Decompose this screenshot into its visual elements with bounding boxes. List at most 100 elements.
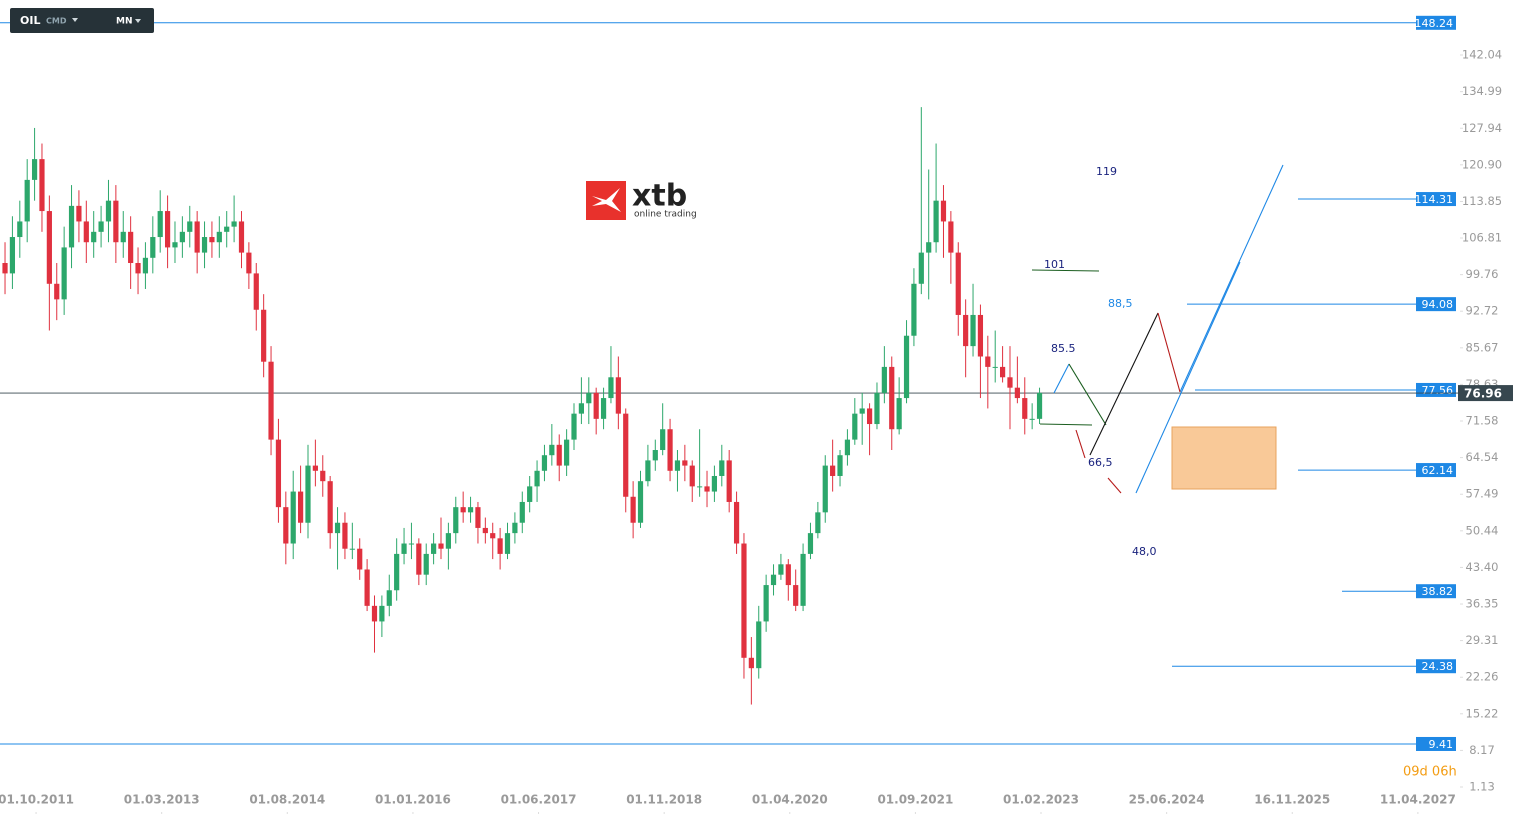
candle-body [1007,377,1013,388]
candle-body [600,398,607,419]
candle-body [741,543,747,658]
wave-line [1039,423,1093,426]
candle-body [416,543,422,575]
candle-body [519,501,525,523]
y-tick-label: 71.58 [1466,414,1499,428]
level-label: 114.31 [1415,193,1454,206]
wave-line [1053,363,1070,394]
candle-body [830,465,836,476]
y-tick-label: 99.76 [1466,267,1499,281]
candle-body [527,486,533,502]
candle-body [150,237,156,258]
level-label-box [1416,736,1456,751]
candle-body [859,408,865,414]
candle-body [128,231,134,264]
logo-tagline: online trading [634,210,697,220]
y-tick-label: 113.85 [1462,194,1502,208]
candle-body [689,465,695,487]
candle-body [475,507,481,528]
y-tick-label: 92.72 [1466,304,1499,318]
candle-body [113,200,119,243]
candle-body [194,221,200,253]
x-tick-label: 01.02.2023 [1003,793,1079,807]
candle-body [911,283,917,336]
x-tick-label: 11.04.2027 [1380,793,1456,807]
wave-line [1089,312,1159,456]
candle-body [68,205,75,248]
market: CMD [46,17,67,26]
dropdown-arrow[interactable] [135,19,141,23]
wave-line [1107,477,1122,494]
candle-body [453,507,459,534]
candle-body [401,543,407,554]
interval[interactable]: MN [116,17,133,27]
candle-body [733,501,740,544]
candle-body [482,527,488,534]
candle-body [283,507,289,544]
candle-body [179,231,185,243]
candle-body [1022,398,1028,419]
candle-body [748,657,754,669]
candle-body [903,335,910,399]
candle-body [697,486,703,488]
candle-body [637,481,644,523]
trend-line [1179,164,1284,393]
candle-body [512,522,518,534]
candle-body [889,366,895,430]
candle-body [298,491,304,523]
candle-body [386,590,392,606]
wave-line [1075,429,1086,459]
candle-body [940,200,947,222]
level-label: 38.82 [1422,585,1454,598]
candle-body [704,486,710,492]
candle-body [135,263,141,274]
candle-body [711,475,718,492]
level-label: 24.38 [1422,660,1454,673]
candle-body [172,242,178,248]
candle-body [275,439,282,508]
annotation: 119 [1096,165,1117,178]
candle-body [24,179,30,222]
candle-body [800,553,806,606]
candle-body [357,548,363,570]
candle-body [926,242,932,253]
y-tick-label: 22.26 [1466,670,1499,684]
x-tick-label: 01.01.2016 [375,793,451,807]
candle-body [305,465,311,523]
symbol[interactable]: OIL [20,14,40,27]
logo-x [592,188,621,212]
candle-body [120,231,126,243]
level-label: 62.14 [1422,464,1454,477]
candle-body [98,221,104,232]
candle-body [874,392,880,425]
candle-body [312,465,318,471]
candle-body [999,366,1006,378]
candle-body [261,309,267,362]
candle-body [349,548,355,550]
candle-body [571,413,577,440]
candle-body [342,522,348,549]
candle-body [549,444,555,456]
candle-body [534,470,540,487]
candle-body [985,356,991,367]
level-label: 94.08 [1422,298,1454,311]
current-price-box [1458,385,1513,402]
y-tick-label: 15.22 [1466,706,1499,720]
level-label-box [1416,584,1456,599]
level-label-box [1416,659,1456,674]
candle-body [955,252,961,315]
candle-body [793,585,799,606]
y-tick-label: 1.13 [1469,779,1495,793]
dropdown-arrow[interactable] [72,18,78,22]
candle-body [231,221,237,227]
x-tick-label: 01.09.2021 [877,793,953,807]
level-label-box [1416,192,1456,207]
candle-body [39,159,45,212]
countdown: 09d 06h [1403,765,1457,780]
candle-body [91,231,97,243]
candle-body [881,366,887,393]
candle-body [977,314,984,357]
y-tick-label: 8.17 [1469,743,1495,757]
y-tick-label: 50.44 [1466,523,1499,537]
level-label: 148.24 [1415,17,1454,30]
